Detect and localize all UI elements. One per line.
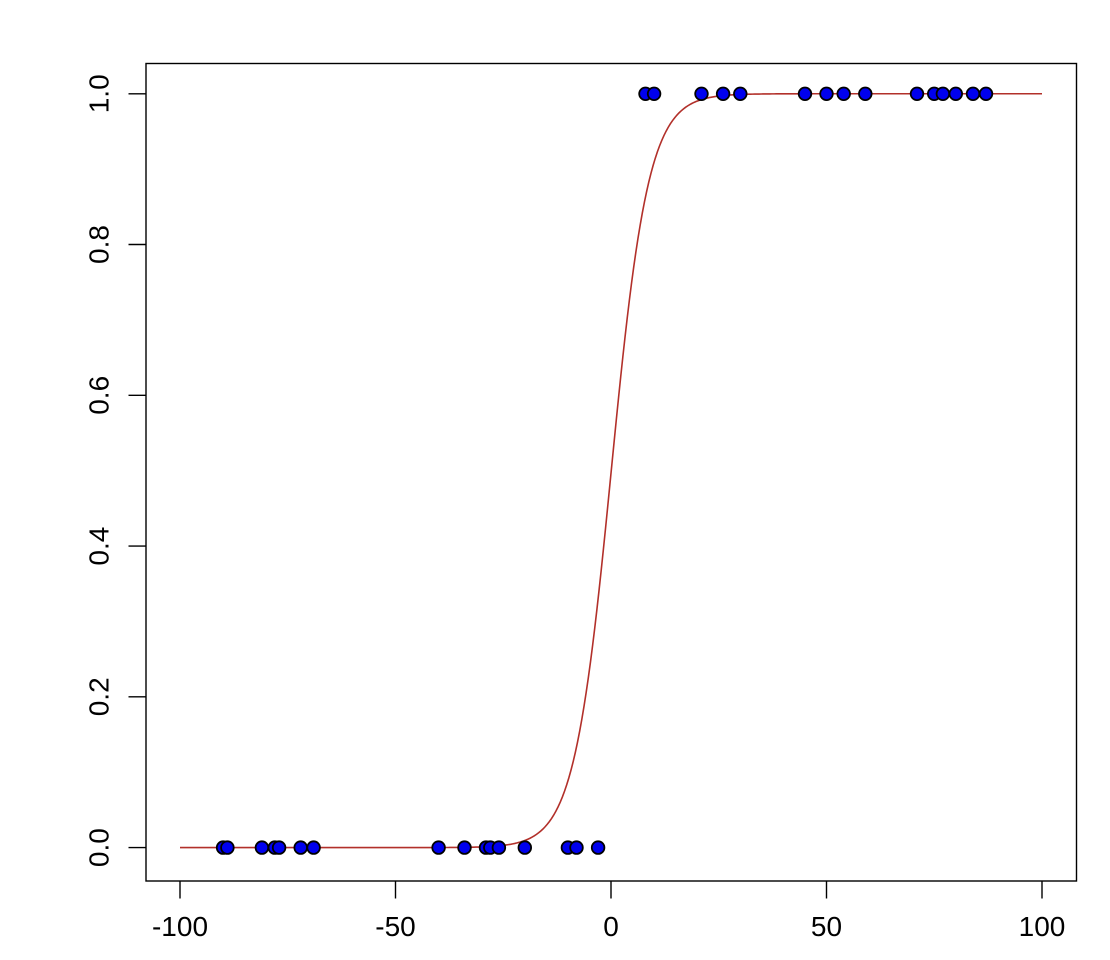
svg-text:0.2: 0.2 [84,677,115,716]
svg-text:0.0: 0.0 [84,828,115,867]
svg-text:0.6: 0.6 [84,376,115,415]
svg-text:0.4: 0.4 [84,527,115,566]
svg-text:100: 100 [1019,911,1066,942]
svg-text:-100: -100 [152,911,208,942]
svg-text:0.8: 0.8 [84,225,115,264]
svg-text:50: 50 [811,911,842,942]
svg-text:-50: -50 [375,911,415,942]
svg-text:1.0: 1.0 [84,74,115,113]
svg-text:0: 0 [603,911,619,942]
